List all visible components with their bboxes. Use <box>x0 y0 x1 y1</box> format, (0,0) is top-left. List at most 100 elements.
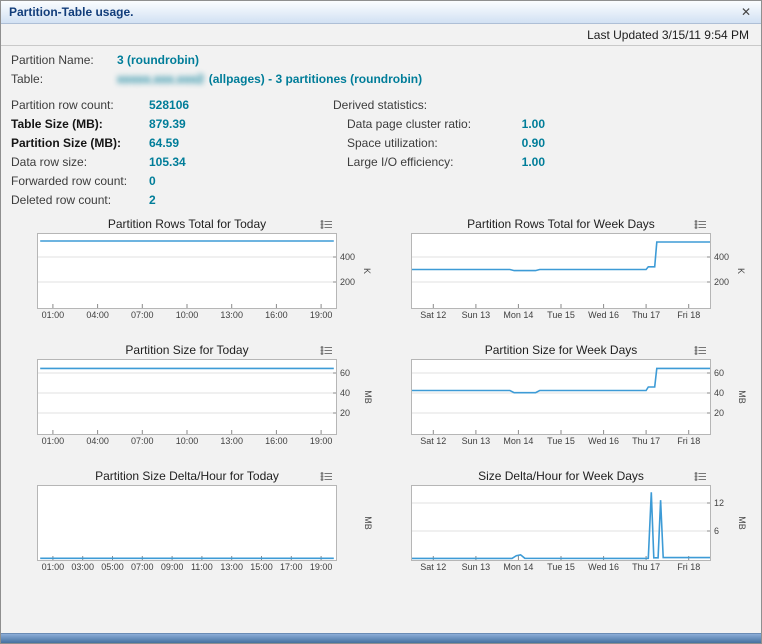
chart-panel-size-week: Partition Size for Week Days 20 40 60 MB S… <box>381 343 753 447</box>
stat-row-deleted-row-count: Deleted row count: 2 <box>11 190 333 209</box>
stat-value: 0.90 <box>521 135 545 150</box>
x-tick-label: 07:00 <box>131 562 154 572</box>
partition-name-row: Partition Name: 3 (roundrobin) <box>11 50 751 69</box>
stat-row-data-row-size: Data row size: 105.34 <box>11 152 333 171</box>
last-updated-bar: Last Updated 3/15/11 9:54 PM <box>1 24 761 46</box>
chart-title: Partition Size Delta/Hour for Today <box>95 469 279 483</box>
x-tick-label: Sat 12 <box>420 436 447 446</box>
x-tick-label: 04:00 <box>86 310 109 320</box>
partition-name-value: 3 (roundrobin) <box>117 52 199 67</box>
chart-menu-icon[interactable] <box>694 219 707 230</box>
x-tick-label: Mon 14 <box>503 310 534 320</box>
partition-name-label: Partition Name: <box>11 52 94 67</box>
x-tick-label: 01:00 <box>41 436 65 446</box>
chart-plot <box>37 233 337 309</box>
y-tick-label: 40 <box>714 388 725 398</box>
stat-row-space-utilization: Space utilization: 0.90 <box>333 133 545 152</box>
x-tick-label: 19:00 <box>309 562 333 572</box>
x-tick-label: 11:00 <box>190 562 213 572</box>
y-axis-labels: 200 400 <box>337 233 361 309</box>
stat-row-data-page-cluster-ratio: Data page cluster ratio: 1.00 <box>333 114 545 133</box>
x-tick-label: Wed 16 <box>588 436 619 446</box>
chart-panel-rows-week: Partition Rows Total for Week Days 200 40… <box>381 217 753 321</box>
x-tick-label: 10:00 <box>175 310 199 320</box>
x-tick-label: Tue 15 <box>547 436 575 446</box>
last-updated-text: Last Updated 3/15/11 9:54 PM <box>587 27 749 42</box>
x-axis-labels: Sat 12 Sun 13 Mon 14 Tue 15 Wed 16 Thu 17 Fri … <box>411 561 711 573</box>
chart-panel-rows-today: Partition Rows Total for Today 200 400 K … <box>7 217 379 321</box>
x-tick-label: Sat 12 <box>420 310 447 320</box>
chart-menu-icon[interactable] <box>320 345 333 356</box>
x-tick-label: Thu 17 <box>632 562 661 572</box>
x-axis-labels: 01:00 04:00 07:00 10:00 13:00 16:00 19:00 <box>37 435 337 447</box>
chart-title: Size Delta/Hour for Week Days <box>478 469 644 483</box>
close-icon[interactable]: ✕ <box>740 5 751 19</box>
stat-label: Large I/O efficiency: <box>347 154 454 169</box>
x-tick-label: Fri 18 <box>677 310 701 320</box>
x-tick-label: Mon 14 <box>503 562 534 572</box>
x-tick-label: 05:00 <box>101 562 124 572</box>
stat-label: Data page cluster ratio: <box>347 116 472 131</box>
chart-menu-icon[interactable] <box>320 471 333 482</box>
stat-label: Forwarded row count: <box>11 173 128 188</box>
chart-title: Partition Rows Total for Week Days <box>467 217 655 231</box>
y-tick-label: 60 <box>714 368 725 378</box>
chart-title: Partition Rows Total for Today <box>107 217 267 231</box>
y-tick-label: 20 <box>714 408 725 418</box>
x-tick-label: Sun 13 <box>461 310 491 320</box>
chart-panel-size-today: Partition Size for Today 20 40 60 MB 01:00… <box>7 343 379 447</box>
charts-grid: Partition Rows Total for Today 200 400 K … <box>1 209 761 573</box>
chart-title: Partition Size for Today <box>125 343 249 357</box>
x-axis-labels: 01:00 04:00 07:00 10:00 13:00 16:00 19:00 <box>37 309 337 321</box>
chart-panel-delta-week: Size Delta/Hour for Week Days 6 12 MB Sat… <box>381 469 753 573</box>
table-row: Table: xxxxx.xxx.xxx2 (allpages) - 3 par… <box>11 69 751 88</box>
x-tick-label: 19:00 <box>309 436 333 446</box>
y-tick-label: 6 <box>714 526 720 536</box>
x-tick-label: 13:00 <box>220 310 243 320</box>
x-tick-label: Tue 15 <box>547 562 575 572</box>
y-tick-label: 400 <box>340 252 356 262</box>
table-value: (allpages) - 3 partitiones (roundrobin) <box>208 71 423 86</box>
stat-value: 64.59 <box>149 135 180 150</box>
stat-value: 1.00 <box>521 154 545 169</box>
x-tick-label: Wed 16 <box>588 310 619 320</box>
x-tick-label: Thu 17 <box>632 310 661 320</box>
y-tick-label: 40 <box>340 388 351 398</box>
y-tick-label: 60 <box>340 368 351 378</box>
table-label: Table: <box>11 71 44 86</box>
stat-row-forwarded-row-count: Forwarded row count: 0 <box>11 171 333 190</box>
x-tick-label: 16:00 <box>265 310 288 320</box>
stat-value: 1.00 <box>521 116 545 131</box>
stat-value: 528106 <box>149 97 190 112</box>
stat-value: 105.34 <box>149 154 186 169</box>
y-tick-label: 12 <box>714 498 725 508</box>
derived-statistics-title: Derived statistics: <box>333 97 428 112</box>
x-tick-label: Fri 18 <box>677 562 701 572</box>
chart-title: Partition Size for Week Days <box>484 343 638 357</box>
stat-label: Partition row count: <box>11 97 114 112</box>
header-info: Partition Name: 3 (roundrobin) Table: xx… <box>1 46 761 88</box>
x-tick-label: Mon 14 <box>503 436 534 446</box>
stat-row-partition-size: Partition Size (MB): 64.59 <box>11 133 333 152</box>
y-axis-unit: MB <box>736 390 747 404</box>
stat-row-partition-row-count: Partition row count: 528106 <box>11 95 333 114</box>
stat-label: Deleted row count: <box>11 192 112 207</box>
chart-menu-icon[interactable] <box>694 471 707 482</box>
y-axis-unit: K <box>736 267 747 275</box>
y-axis-labels: 20 40 60 <box>711 359 735 435</box>
x-tick-label: 16:00 <box>265 436 288 446</box>
y-tick-label: 200 <box>340 277 356 287</box>
chart-plot <box>411 359 711 435</box>
chart-menu-icon[interactable] <box>694 345 707 356</box>
x-tick-label: Thu 17 <box>632 436 661 446</box>
x-axis-labels: Sat 12 Sun 13 Mon 14 Tue 15 Wed 16 Thu 17 Fri … <box>411 309 711 321</box>
chart-plot <box>411 485 711 561</box>
x-tick-label: 03:00 <box>71 562 94 572</box>
x-tick-label: 07:00 <box>131 436 154 446</box>
x-tick-label: 01:00 <box>41 310 65 320</box>
x-tick-label: 10:00 <box>175 436 199 446</box>
y-tick-label: 200 <box>714 277 730 287</box>
chart-menu-icon[interactable] <box>320 219 333 230</box>
y-axis-labels <box>337 485 361 561</box>
